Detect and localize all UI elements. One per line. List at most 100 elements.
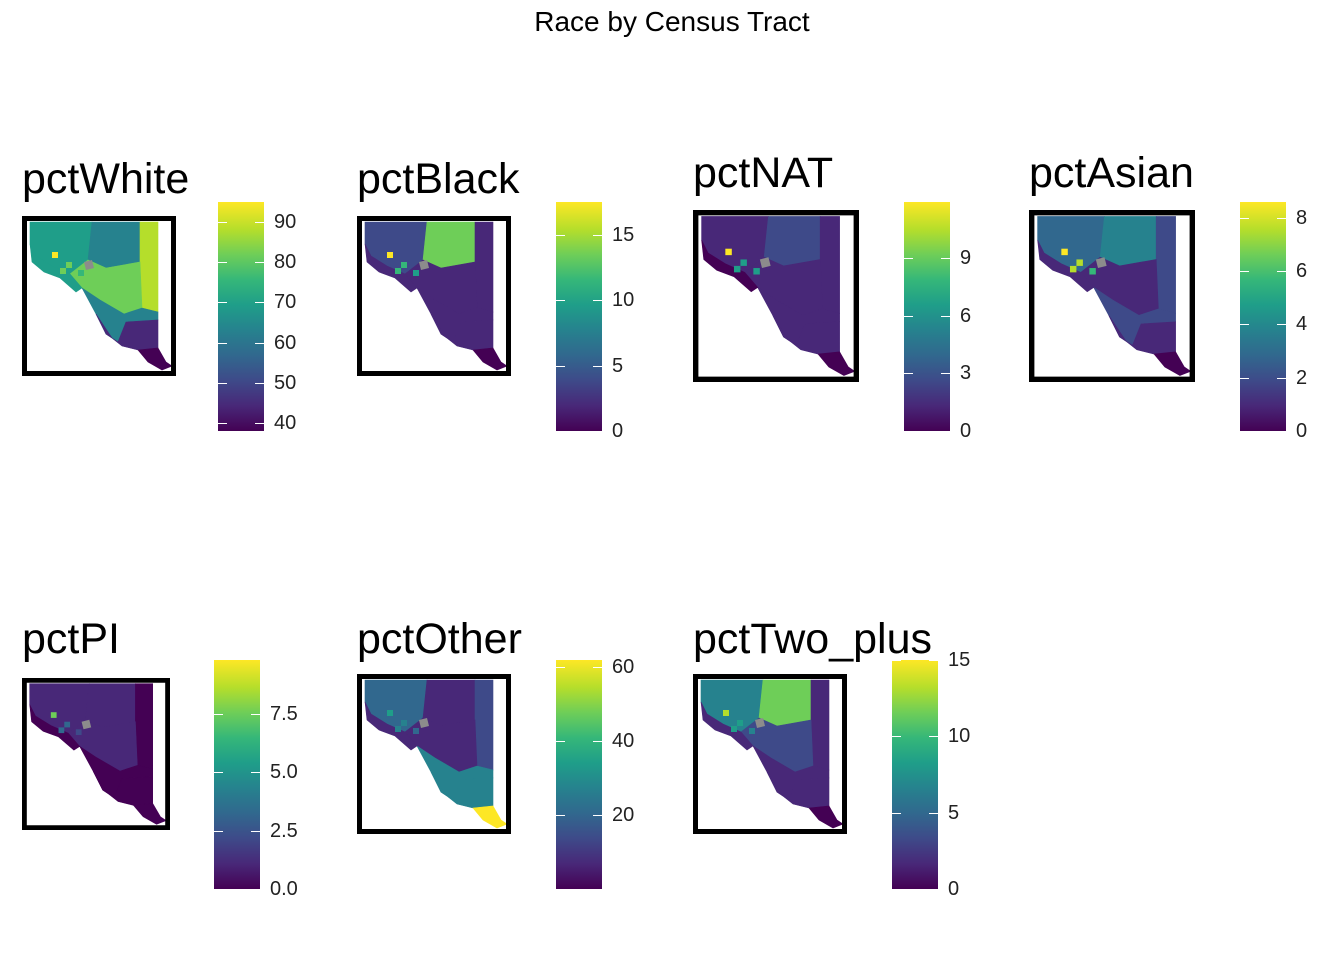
tract-hotspot — [66, 262, 72, 268]
tract-hotspot — [60, 268, 66, 274]
tract-north — [423, 680, 475, 726]
legend-tick — [255, 302, 264, 303]
color-legend — [556, 202, 602, 431]
census-tracts — [30, 222, 172, 370]
choropleth-map — [357, 216, 511, 376]
legend-tick — [556, 667, 565, 668]
tract-north — [764, 216, 820, 265]
tract-hotspot — [1061, 249, 1067, 255]
legend-tick — [1240, 324, 1249, 325]
legend-tick — [251, 772, 260, 773]
legend-tick-label: 6 — [1296, 261, 1307, 281]
tract-east — [820, 216, 839, 313]
panel-title: pctNAT — [693, 152, 833, 195]
legend-tick — [892, 813, 901, 814]
legend-tick — [929, 660, 938, 661]
tract-north — [759, 680, 811, 726]
tract-east — [135, 684, 152, 770]
legend-tick — [593, 431, 602, 432]
legend-tick — [255, 222, 264, 223]
legend-tick — [892, 889, 901, 890]
legend-tick — [892, 660, 901, 661]
tract-tip — [133, 803, 166, 824]
choropleth-map — [357, 674, 511, 834]
tract-hotspot — [59, 727, 65, 733]
legend-tick — [218, 222, 227, 223]
panel-title: pctWhite — [22, 158, 189, 201]
legend-tick-label: 40 — [612, 731, 634, 751]
tract-hotspot — [731, 726, 737, 732]
legend-tick — [251, 889, 260, 890]
legend-tick — [218, 302, 227, 303]
tract-hotspot — [1070, 266, 1076, 272]
tract-hotspot — [401, 262, 407, 268]
legend-tick-label: 9 — [960, 248, 971, 268]
legend-tick — [255, 262, 264, 263]
legend-tick — [1277, 378, 1286, 379]
legend-tick — [218, 262, 227, 263]
color-legend — [892, 660, 938, 889]
tract-hotspot — [395, 726, 401, 732]
legend-tick-label: 5 — [948, 803, 959, 823]
census-tracts — [365, 680, 507, 828]
tract-east — [811, 680, 829, 770]
legend-tick-label: 0.0 — [270, 879, 298, 899]
legend-tick-label: 60 — [274, 333, 296, 353]
legend-tick-label: 6 — [960, 306, 971, 326]
legend-tick — [218, 383, 227, 384]
legend-tick — [255, 343, 264, 344]
legend-tick-label: 20 — [612, 805, 634, 825]
panel-title: pctOther — [357, 618, 522, 661]
legend-tick-label: 90 — [274, 212, 296, 232]
tract-hotspot — [76, 729, 82, 735]
legend-tick — [255, 383, 264, 384]
legend-tick — [1277, 431, 1286, 432]
tract-hotspot — [52, 252, 58, 258]
legend-tick — [593, 741, 602, 742]
legend-tick — [214, 714, 223, 715]
census-tracts — [702, 216, 855, 375]
panel-title: pctTwo_plus — [693, 618, 932, 661]
legend-tick-label: 40 — [274, 413, 296, 433]
tract-hotspot — [387, 252, 393, 258]
census-tracts — [30, 684, 166, 825]
legend-tick — [556, 815, 565, 816]
panel-title: pctBlack — [357, 158, 520, 201]
color-legend — [214, 660, 260, 889]
tract-east — [475, 680, 493, 770]
legend-tick-label: 8 — [1296, 208, 1307, 228]
legend-tick — [218, 423, 227, 424]
census-tracts — [365, 222, 507, 370]
tract-hotspot — [78, 270, 84, 276]
tract-hotspot — [734, 266, 740, 272]
legend-tick-label: 0 — [612, 421, 623, 441]
tract-tip — [809, 806, 843, 828]
tract-hotspot — [737, 720, 743, 726]
legend-tick-label: 2 — [1296, 368, 1307, 388]
legend-tick — [214, 772, 223, 773]
tract-hotspot — [413, 270, 419, 276]
legend-tick — [904, 431, 913, 432]
legend-tick — [593, 667, 602, 668]
legend-tick — [593, 366, 602, 367]
legend-tick — [556, 366, 565, 367]
legend-tick — [1240, 218, 1249, 219]
legend-tick — [1240, 271, 1249, 272]
choropleth-map — [693, 210, 859, 382]
tract-hotspot — [413, 728, 419, 734]
legend-tick — [941, 431, 950, 432]
choropleth-map — [22, 678, 170, 830]
tract-north — [85, 684, 135, 728]
tract-east — [1156, 216, 1175, 313]
legend-tick-label: 0 — [960, 421, 971, 441]
legend-tick-label: 0 — [948, 879, 959, 899]
legend-tick-label: 70 — [274, 292, 296, 312]
legend-tick — [214, 889, 223, 890]
legend-tick-label: 60 — [612, 657, 634, 677]
legend-tick — [255, 423, 264, 424]
legend-tick-label: 5 — [612, 356, 623, 376]
legend-tick-label: 10 — [612, 290, 634, 310]
legend-tick-label: 4 — [1296, 314, 1307, 334]
legend-tick — [593, 300, 602, 301]
legend-tick-label: 80 — [274, 252, 296, 272]
